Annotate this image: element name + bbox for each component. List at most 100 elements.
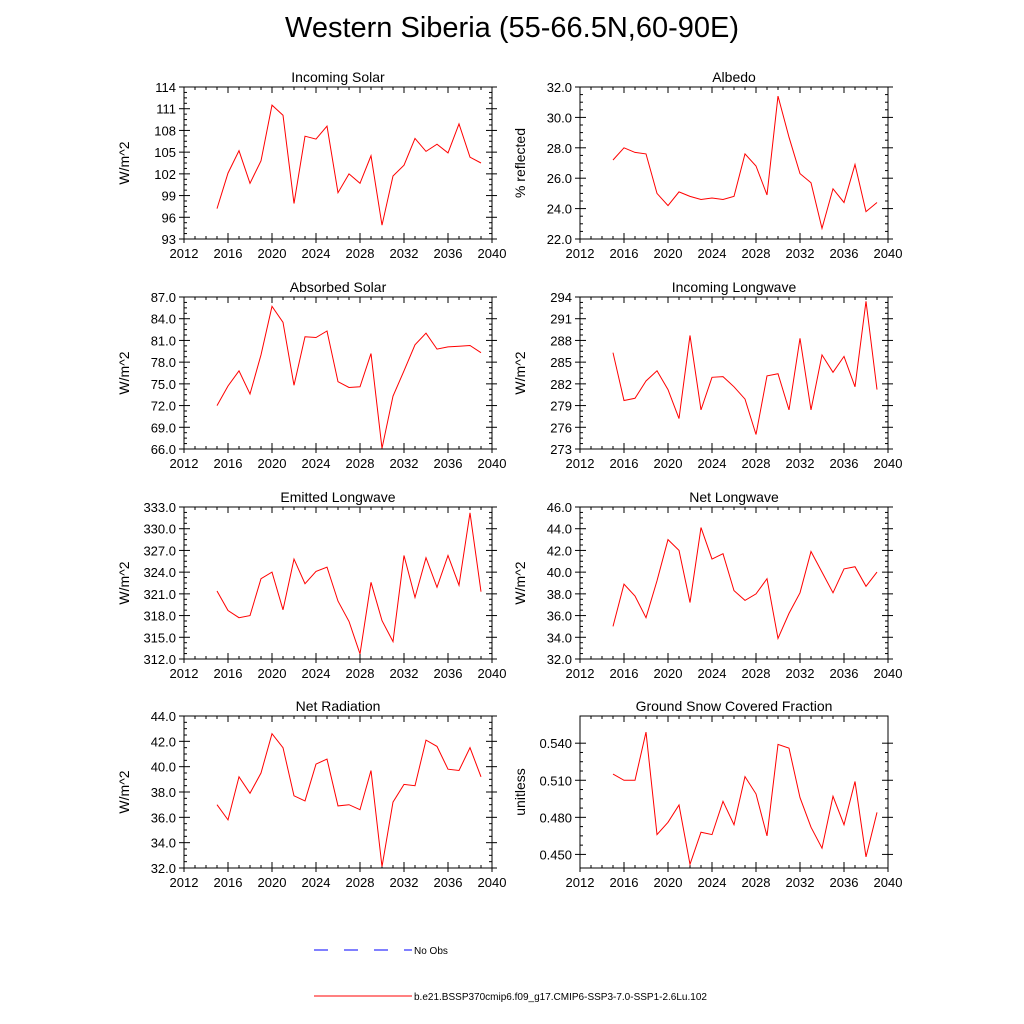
y-tick-label: 75.0 (151, 377, 176, 392)
y-tick-label: 22.0 (547, 232, 572, 247)
y-tick-label: 36.0 (547, 609, 572, 624)
y-tick-label: 38.0 (151, 785, 176, 800)
x-tick-label: 2040 (874, 456, 903, 471)
y-axis-label: % reflected (512, 128, 528, 198)
x-tick-label: 2036 (830, 875, 859, 890)
y-tick-label: 32.0 (547, 80, 572, 95)
x-tick-label: 2012 (170, 875, 199, 890)
y-tick-label: 312.0 (143, 652, 176, 667)
panel-5: Emitted Longwave W/m^2 2012 2016 2020 2024 202… (116, 489, 506, 681)
panel-title: Net Longwave (689, 489, 779, 505)
y-tick-label: 32.0 (547, 652, 572, 667)
y-tick-label: 87.0 (151, 290, 176, 305)
y-tick-label: 72.0 (151, 399, 176, 414)
x-tick-label: 2016 (610, 666, 639, 681)
x-tick-label: 2032 (786, 456, 815, 471)
x-tick-label: 2012 (170, 456, 199, 471)
x-tick-label: 2036 (830, 666, 859, 681)
x-tick-label: 2012 (566, 456, 595, 471)
x-tick-label: 2016 (214, 456, 243, 471)
x-tick-label: 2012 (566, 666, 595, 681)
y-tick-label: 42.0 (151, 734, 176, 749)
y-tick-label: 294 (550, 290, 572, 305)
x-tick-label: 2024 (698, 246, 727, 261)
y-tick-label: 32.0 (151, 861, 176, 876)
x-tick-label: 2040 (874, 246, 903, 261)
y-tick-label: 34.0 (151, 836, 176, 851)
x-tick-label: 2012 (170, 666, 199, 681)
y-tick-label: 114 (155, 80, 176, 95)
y-tick-label: 291 (550, 312, 572, 327)
x-tick-label: 2016 (610, 875, 639, 890)
panel-title: Incoming Solar (291, 69, 385, 85)
plot-frame (183, 506, 493, 660)
x-tick-label: 2020 (258, 456, 287, 471)
panel-title: Absorbed Solar (290, 279, 387, 295)
x-tick-label: 2040 (478, 246, 507, 261)
x-tick-label: 2040 (478, 875, 507, 890)
y-tick-label: 81.0 (151, 333, 176, 348)
y-tick-label: 276 (550, 420, 572, 435)
x-tick-label: 2024 (698, 666, 727, 681)
x-tick-label: 2032 (390, 875, 419, 890)
plot-frame (579, 296, 889, 450)
y-tick-label: 99 (162, 189, 176, 204)
x-tick-label: 2020 (654, 666, 683, 681)
x-tick-label: 2024 (302, 456, 331, 471)
series-line (216, 305, 482, 449)
y-tick-label: 69.0 (151, 420, 176, 435)
plot-frame (579, 86, 889, 240)
series-line (612, 301, 878, 435)
y-tick-label: 38.0 (547, 587, 572, 602)
y-tick-label: 111 (156, 102, 176, 117)
y-tick-label: 96 (162, 210, 176, 225)
x-tick-label: 2028 (346, 456, 375, 471)
x-tick-label: 2032 (390, 666, 419, 681)
x-tick-label: 2028 (346, 246, 375, 261)
x-tick-label: 2016 (214, 246, 243, 261)
plot-frame (579, 506, 889, 660)
y-tick-label: 40.0 (547, 565, 572, 580)
y-tick-label: 282 (550, 377, 572, 392)
x-tick-label: 2020 (258, 666, 287, 681)
y-tick-label: 273 (550, 442, 572, 457)
y-tick-label: 66.0 (151, 442, 176, 457)
series-line (612, 527, 878, 641)
plot-frame (183, 86, 493, 240)
x-tick-label: 2036 (830, 246, 859, 261)
y-tick-label: 108 (154, 123, 176, 138)
y-axis-label: W/m^2 (116, 770, 132, 813)
x-tick-label: 2024 (302, 246, 331, 261)
series-line (216, 512, 482, 655)
y-tick-label: 0.540 (539, 736, 572, 751)
y-tick-label: 279 (550, 399, 572, 414)
panel-title: Net Radiation (296, 698, 381, 714)
plot-frame (183, 296, 493, 450)
x-tick-label: 2024 (698, 456, 727, 471)
x-tick-label: 2036 (434, 666, 463, 681)
y-tick-label: 40.0 (151, 760, 176, 775)
x-tick-label: 2020 (654, 875, 683, 890)
y-axis-label: W/m^2 (116, 561, 132, 604)
y-tick-label: 288 (550, 333, 572, 348)
y-tick-label: 28.0 (547, 141, 572, 156)
panel-6: Net Longwave W/m^2 2012 2016 2020 2024 2028 203… (512, 489, 902, 681)
legend-model-label: b.e21.BSSP370cmip6.f09_g17.CMIP6-SSP3-7.… (414, 992, 707, 1003)
x-tick-label: 2032 (390, 246, 419, 261)
panel-7: Net Radiation W/m^2 2012 2016 2020 2024 2028 20… (116, 698, 506, 890)
y-tick-label: 0.510 (539, 773, 572, 788)
y-tick-label: 102 (154, 167, 176, 182)
y-tick-label: 321.0 (143, 587, 176, 602)
x-tick-label: 2020 (654, 456, 683, 471)
y-tick-label: 26.0 (547, 171, 572, 186)
panel-1: Incoming Solar W/m^2 2012 2016 2020 2024 2028 2… (116, 69, 506, 261)
y-tick-label: 78.0 (151, 355, 176, 370)
y-tick-label: 34.0 (547, 630, 572, 645)
x-tick-label: 2040 (874, 875, 903, 890)
x-tick-label: 2028 (742, 246, 771, 261)
x-tick-label: 2016 (214, 666, 243, 681)
series-line (216, 104, 482, 226)
panel-2: Albedo % reflected 2012 2016 2020 2024 2028 203… (512, 69, 902, 261)
panel-title: Incoming Longwave (672, 279, 797, 295)
x-tick-label: 2036 (830, 456, 859, 471)
